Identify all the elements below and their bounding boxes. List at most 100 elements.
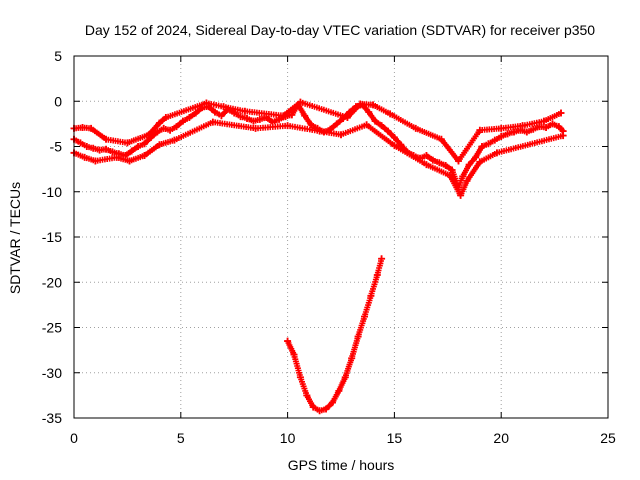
data-point: [309, 403, 317, 411]
data-point: [510, 128, 518, 136]
data-point: [173, 123, 181, 131]
data-point: [478, 143, 486, 150]
data-point: [484, 140, 492, 148]
data-point: [243, 114, 251, 122]
y-tick-label: -30: [42, 365, 62, 381]
data-point: [252, 124, 260, 132]
data-point: [465, 161, 473, 169]
data-point: [81, 153, 89, 161]
data-point: [145, 131, 153, 139]
data-point: [504, 130, 512, 138]
data-point: [89, 144, 97, 152]
data-point: [559, 132, 567, 140]
data-point: [548, 120, 556, 128]
data-point: [108, 148, 116, 156]
data-point: [179, 117, 187, 125]
data-point: [307, 121, 315, 129]
data-point: [123, 139, 131, 147]
data-point: [126, 157, 134, 165]
data-point: [493, 149, 501, 157]
x-tick-label: 20: [493, 430, 509, 446]
data-point: [209, 118, 217, 126]
data-point: [249, 117, 257, 125]
data-point: [288, 111, 296, 119]
data-point: [476, 158, 484, 166]
data-point: [390, 133, 398, 141]
data-point: [454, 157, 462, 165]
y-tick-label: 0: [54, 93, 62, 109]
data-point: [529, 125, 537, 133]
data-point: [290, 351, 298, 359]
data-point: [296, 98, 304, 106]
data-point: [162, 114, 170, 122]
data-point: [211, 108, 219, 116]
data-point: [335, 387, 343, 395]
data-point: [155, 119, 163, 127]
data-point: [303, 391, 311, 399]
data-point: [491, 136, 499, 144]
data-point: [422, 152, 430, 160]
data-series: [70, 98, 567, 415]
x-tick-label: 10: [280, 430, 296, 446]
data-point: [435, 159, 443, 167]
data-point: [322, 405, 330, 413]
data-point: [437, 135, 445, 143]
data-point: [113, 153, 121, 161]
data-point: [284, 337, 292, 345]
data-point: [96, 146, 104, 154]
x-tick-label: 15: [387, 430, 403, 446]
data-point: [343, 114, 351, 122]
y-tick-label: -25: [42, 320, 62, 336]
data-point: [102, 135, 110, 143]
data-point: [463, 177, 471, 185]
data-point: [279, 112, 287, 120]
data-point: [354, 333, 362, 341]
series-dip: [284, 255, 386, 415]
data-point: [134, 143, 142, 150]
data-point: [459, 172, 467, 180]
data-point: [457, 191, 465, 199]
data-point: [87, 124, 95, 132]
data-point: [185, 114, 193, 122]
x-tick-label: 25: [600, 430, 616, 446]
data-point: [296, 373, 304, 381]
data-point: [230, 109, 238, 117]
data-point: [140, 152, 148, 160]
data-point: [316, 407, 324, 415]
data-point: [155, 141, 163, 149]
data-point: [497, 124, 505, 132]
data-point: [557, 109, 565, 117]
series-upper-band: [70, 98, 565, 165]
y-tick-label: -15: [42, 229, 62, 245]
data-point: [356, 100, 364, 108]
data-point: [256, 115, 264, 123]
x-axis-label: GPS time / hours: [288, 457, 395, 473]
data-point: [348, 354, 356, 362]
data-point: [166, 126, 174, 134]
data-point: [367, 292, 375, 300]
data-point: [301, 112, 309, 120]
data-point: [497, 133, 505, 141]
y-axis-label: SDTVAR / TECUs: [7, 182, 23, 294]
data-point: [555, 123, 563, 131]
y-tick-label: -35: [42, 410, 62, 426]
data-point: [390, 142, 398, 150]
x-tick-label: 0: [70, 430, 78, 446]
data-point: [378, 255, 386, 263]
axis-ticks: 0 5 10 15 20 25 5 0 -5 -10 -15 -20 -25 -30 -35: [42, 48, 616, 446]
data-point: [102, 145, 110, 153]
data-point: [328, 399, 336, 407]
y-tick-label: -20: [42, 274, 62, 290]
data-point: [76, 139, 84, 147]
data-point: [337, 131, 345, 139]
data-point: [360, 313, 368, 321]
data-point: [202, 99, 210, 107]
data-point: [412, 124, 420, 132]
data-point: [365, 108, 373, 116]
data-point: [140, 140, 148, 148]
data-point: [91, 157, 99, 165]
data-point: [369, 101, 377, 109]
data-point: [192, 109, 200, 117]
data-point: [128, 147, 136, 155]
data-point: [429, 156, 437, 164]
